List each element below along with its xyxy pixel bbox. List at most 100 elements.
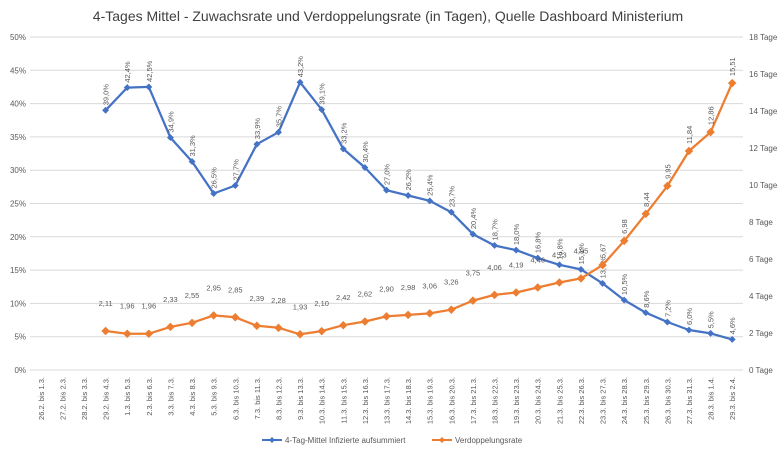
data-point [231,181,239,190]
data-label: 4,19 [509,260,524,269]
data-label: 18,7% [491,219,500,241]
data-label: 2,90 [379,284,394,293]
data-label: 4,46 [530,255,545,264]
left-tick-label: 25% [10,200,26,209]
data-label: 15,51 [728,57,737,76]
data-point [209,311,219,320]
data-label: 18,0% [512,224,521,246]
data-point [123,84,131,92]
right-tick-label: 14 Tage [749,107,777,116]
data-label: 33,2% [339,122,348,144]
x-tick-label: 29.2. bis 4.3. [102,377,111,420]
data-label: 3,26 [444,278,459,287]
data-point [122,329,132,339]
data-label: 39,0% [102,84,111,106]
legend-swatch-marker [439,437,445,443]
right-tick-label: 8 Tage [749,218,773,227]
data-label: 4,73 [552,250,567,259]
data-label: 6,98 [620,219,629,234]
legend-swatch-marker [269,437,275,443]
left-tick-label: 20% [10,233,26,242]
left-axis: 0% 5% 10% 15% 20% 25% 30% 35% 40% 45% 50% [10,33,26,375]
x-tick-label: 20.3. bis 24.3. [534,377,543,424]
x-tick-label: 29.3. bis 2.4. [728,377,737,420]
data-point [446,305,456,315]
data-point [339,145,347,153]
data-point [382,186,391,194]
grid [30,36,743,371]
data-point [425,309,435,318]
data-label: 2,42 [336,293,351,302]
x-tick-label: 14.3. bis 18.3. [404,377,413,424]
x-tick-label: 28.2. bis 3.3. [80,377,89,420]
data-point [727,78,737,88]
data-label: 15,8% [555,238,564,260]
data-label: 34,9% [166,111,175,133]
data-point [684,146,694,156]
data-label: 2,10 [314,299,329,308]
data-label: 10,5% [620,273,629,295]
data-point [295,329,305,339]
data-point [188,157,196,166]
x-axis: 26.2. bis 1.3. 27.2. bis 2.3. 28.2. bis 3.… [37,377,737,424]
data-point [210,189,218,198]
data-point [598,260,607,270]
data-label: 2,11 [99,299,113,308]
data-point [360,317,370,326]
data-point [338,320,348,330]
data-label: 4,95 [574,246,589,255]
chart-title: 4-Tages Mittel - Zuwachsrate und Verdopp… [93,8,683,24]
x-tick-label: 21.3. bis 25.3. [555,377,564,424]
x-tick-label: 26.3. bis 30.3. [663,377,672,424]
series-line [104,81,733,341]
x-tick-label: 28.3. bis 1.4. [707,377,716,420]
data-label: 26,5% [210,167,219,189]
x-tick-label: 25.3. bis 29.3. [642,377,651,424]
data-label: 2,33 [163,295,178,304]
data-label: 9,95 [663,164,672,179]
right-tick-label: 10 Tage [749,181,777,190]
data-label: 2,28 [271,296,286,305]
data-label: 42,4% [123,61,132,83]
left-tick-label: 35% [10,133,26,142]
data-point [663,318,671,326]
data-label: 26,2% [404,169,413,191]
data-point [468,296,478,305]
data-point [274,128,283,136]
data-label: 7,2% [663,300,672,317]
data-point [685,326,693,334]
data-label: 43,2% [296,56,305,78]
data-point [230,312,240,322]
series-infizierte: 39,0% 42,4% 42,5% 34,9% 31,3% 26,5% 27,7% 33,9%… [102,56,737,343]
data-label: 5,5% [707,311,716,328]
data-label: 25,4% [426,174,435,196]
data-point [707,329,715,337]
x-tick-label: 3.3. bis 7.3. [166,377,175,416]
x-tick-label: 13.3. bis 17.3. [383,377,392,424]
data-point [620,296,628,304]
data-point [404,191,412,200]
data-point [361,163,369,172]
data-point [577,265,585,273]
data-point [447,208,455,216]
x-tick-label: 27.2. bis 2.3. [58,377,67,420]
data-label: 11,84 [685,126,694,144]
data-label: 2,62 [358,290,373,299]
data-point [296,78,304,86]
data-point [533,283,543,292]
x-tick-label: 5.3. bis 9.3. [210,377,219,416]
data-point [382,311,391,321]
x-tick-label: 10.3. bis 14.3. [318,377,327,424]
data-point [101,326,110,336]
data-label: 12,86 [707,106,716,125]
data-label: 39,1% [318,83,327,105]
data-label: 33,9% [253,118,262,140]
data-label: 3,06 [422,281,437,290]
x-tick-label: 18.3. bis 22.3. [491,377,500,424]
data-point [166,134,174,142]
data-point [512,246,520,254]
x-tick-label: 17.3. bis 21.3. [469,377,478,424]
x-tick-label: 26.2. bis 1.3. [37,377,46,420]
left-tick-label: 40% [10,100,26,109]
